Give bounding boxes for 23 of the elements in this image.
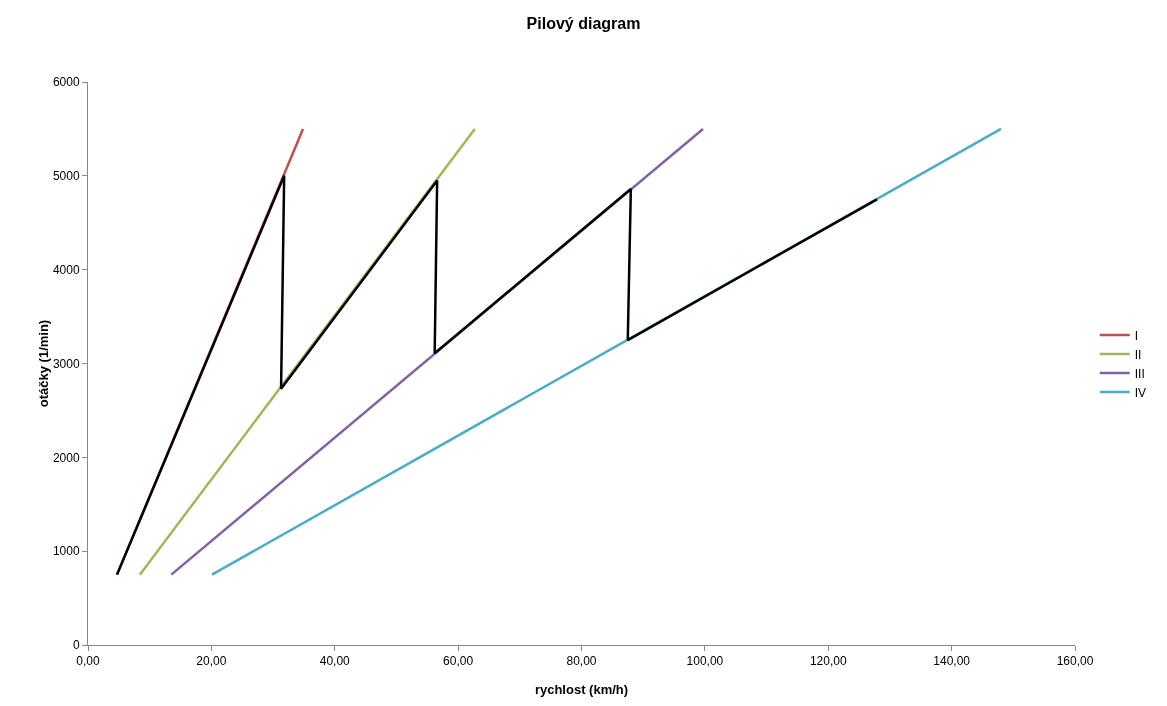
x-tick-label: 160,00 (1056, 654, 1094, 669)
y-axis-title: otáčky (1/min) (35, 319, 51, 408)
y-tick-label: 2000 (52, 450, 80, 465)
y-tick-label: 6000 (52, 75, 80, 90)
x-tick-label: 20,00 (196, 654, 227, 669)
x-tick-label: 40,00 (319, 654, 351, 669)
x-tick-label: 140,00 (933, 654, 971, 669)
y-tick-label: 5000 (52, 169, 80, 184)
x-tick-label: 120,00 (809, 654, 847, 669)
x-tick-label: 60,00 (443, 654, 474, 669)
x-axis-title: rychlost (km/h) (534, 682, 629, 697)
x-tick-label: 80,00 (566, 654, 597, 669)
legend-label: III (1134, 366, 1145, 381)
legend-label: II (1134, 347, 1142, 362)
y-tick-label: 3000 (52, 356, 80, 371)
x-tick-label: 100,00 (686, 654, 724, 669)
chart-title: Pilový diagram (526, 14, 641, 32)
legend-label: IV (1134, 385, 1147, 400)
y-tick-label: 0 (72, 638, 80, 653)
y-tick-label: 4000 (52, 262, 80, 277)
x-tick-label: 0,00 (76, 654, 100, 669)
legend-label: I (1134, 328, 1139, 343)
y-tick-label: 1000 (52, 544, 80, 559)
